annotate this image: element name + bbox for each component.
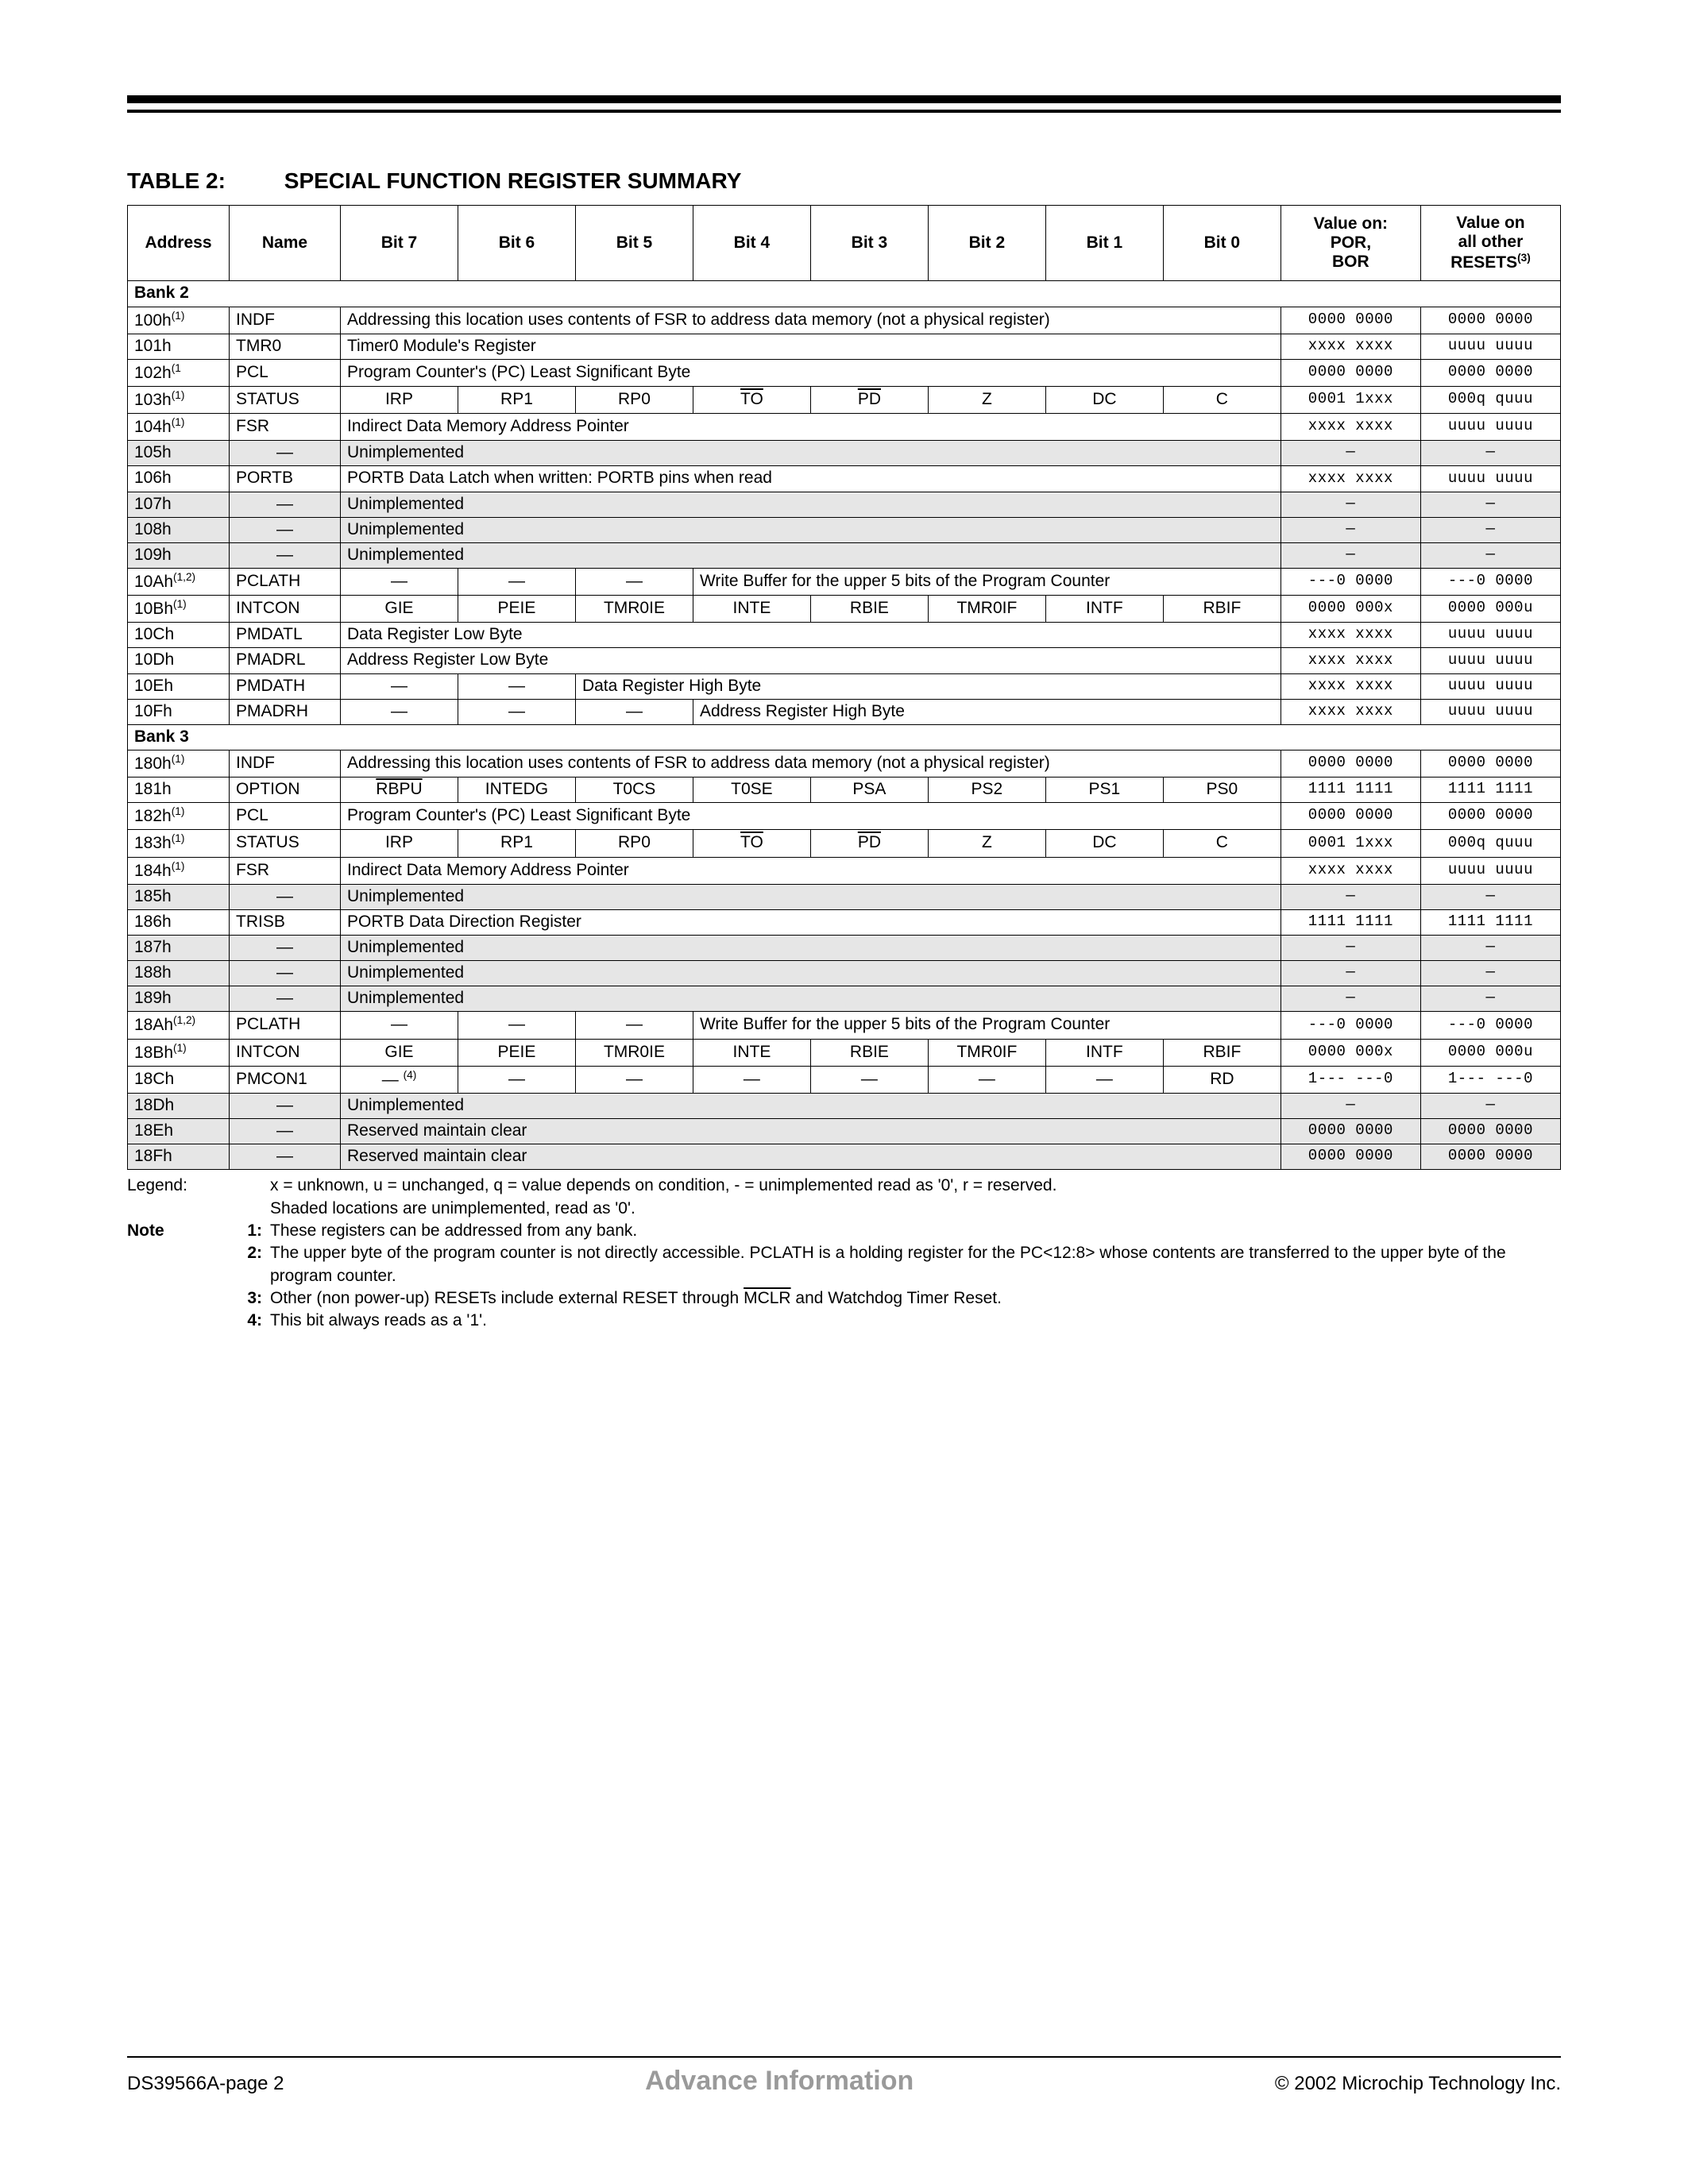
table-row: 109h— Unimplemented —— — [128, 542, 1561, 568]
header-row: Address Name Bit 7 Bit 6 Bit 5 Bit 4 Bit… — [128, 206, 1561, 281]
table-row: 180h(1) INDF Addressing this location us… — [128, 750, 1561, 777]
table-row: 10FhPMADRH ——— Address Register High Byt… — [128, 699, 1561, 724]
table-row: 18Bh(1) INTCON GIEPEIETMR0IEINTE RBIETMR… — [128, 1039, 1561, 1066]
top-rule-thick — [127, 95, 1561, 103]
table-title: TABLE 2: SPECIAL FUNCTION REGISTER SUMMA… — [127, 168, 1561, 194]
table-row: 189h— Unimplemented —— — [128, 986, 1561, 1012]
hdr-bit4: Bit 4 — [693, 206, 810, 281]
table-caption: SPECIAL FUNCTION REGISTER SUMMARY — [284, 168, 742, 193]
hdr-bit0: Bit 0 — [1163, 206, 1280, 281]
table-row: 10Bh(1) INTCON GIEPEIETMR0IEINTE RBIETMR… — [128, 596, 1561, 623]
table-row: 186hTRISB PORTB Data Direction Register … — [128, 909, 1561, 935]
table-row: 103h(1) STATUS IRPRP1RP0 TO PD ZDCC 0001… — [128, 386, 1561, 413]
hdr-bit3: Bit 3 — [810, 206, 928, 281]
page-footer: DS39566A-page 2 Advance Information © 20… — [127, 2056, 1561, 2097]
hdr-bit2: Bit 2 — [928, 206, 1045, 281]
bank3-header: Bank 3 — [128, 724, 1561, 750]
table-row: 105h— Unimplemented —— — [128, 441, 1561, 466]
table-number: TABLE 2: — [127, 168, 278, 194]
hdr-bit6: Bit 6 — [458, 206, 575, 281]
table-row: 185h— Unimplemented —— — [128, 884, 1561, 909]
table-row: 18Dh— Unimplemented —— — [128, 1093, 1561, 1118]
table-row: 182h(1) PCL Program Counter's (PC) Least… — [128, 803, 1561, 830]
hdr-por: Value on: POR, BOR — [1280, 206, 1420, 281]
table-row: 184h(1) FSR Indirect Data Memory Address… — [128, 857, 1561, 884]
table-row: 104h(1) FSR Indirect Data Memory Address… — [128, 414, 1561, 441]
table-row: 108h— Unimplemented —— — [128, 517, 1561, 542]
hdr-bit5: Bit 5 — [575, 206, 693, 281]
table-row: 102h(1 PCL Program Counter's (PC) Least … — [128, 359, 1561, 386]
datasheet-page: TABLE 2: SPECIAL FUNCTION REGISTER SUMMA… — [0, 0, 1688, 2184]
table-row: 10DhPMADRL Address Register Low Byte xxx… — [128, 648, 1561, 673]
table-row: 181hOPTION RBPU INTEDGT0CST0SE PSAPS2PS1… — [128, 778, 1561, 803]
table-row: 188h— Unimplemented —— — [128, 961, 1561, 986]
table-row: 18ChPMCON1 — (4) ——— ———RD 1--- ---01---… — [128, 1066, 1561, 1093]
table-row: 18Eh— Reserved maintain clear 0000 00000… — [128, 1118, 1561, 1144]
table-row: 10EhPMDATH —— Data Register High Byte xx… — [128, 673, 1561, 699]
hdr-other: Value on all other RESETS(3) — [1420, 206, 1560, 281]
hdr-address: Address — [128, 206, 230, 281]
footer-doc-id: DS39566A-page 2 — [127, 2073, 284, 2095]
notes-block: Legend:x = unknown, u = unchanged, q = v… — [127, 1175, 1561, 1332]
top-rule-thin — [127, 110, 1561, 113]
hdr-bit7: Bit 7 — [340, 206, 458, 281]
table-row: 18Fh— Reserved maintain clear 0000 00000… — [128, 1144, 1561, 1170]
table-row: 10ChPMDATL Data Register Low Byte xxxx x… — [128, 623, 1561, 648]
table-row: 100h(1) INDF Addressing this location us… — [128, 307, 1561, 334]
bank2-header: Bank 2 — [128, 281, 1561, 307]
footer-copyright: © 2002 Microchip Technology Inc. — [1275, 2073, 1561, 2095]
table-row: 101hTMR0 Timer0 Module's Register xxxx x… — [128, 334, 1561, 359]
table-row: 10Ah(1,2) PCLATH ——— Write Buffer for th… — [128, 568, 1561, 595]
footer-center: Advance Information — [645, 2066, 914, 2097]
table-row: 106hPORTB PORTB Data Latch when written:… — [128, 466, 1561, 492]
hdr-bit1: Bit 1 — [1045, 206, 1163, 281]
table-row: 107h— Unimplemented —— — [128, 492, 1561, 517]
table-row: 18Ah(1,2) PCLATH ——— Write Buffer for th… — [128, 1012, 1561, 1039]
table-row: 183h(1) STATUS IRPRP1RP0 TO PD ZDCC 0001… — [128, 830, 1561, 857]
hdr-name: Name — [230, 206, 341, 281]
register-table: Address Name Bit 7 Bit 6 Bit 5 Bit 4 Bit… — [127, 205, 1561, 1170]
table-row: 187h— Unimplemented —— — [128, 935, 1561, 960]
